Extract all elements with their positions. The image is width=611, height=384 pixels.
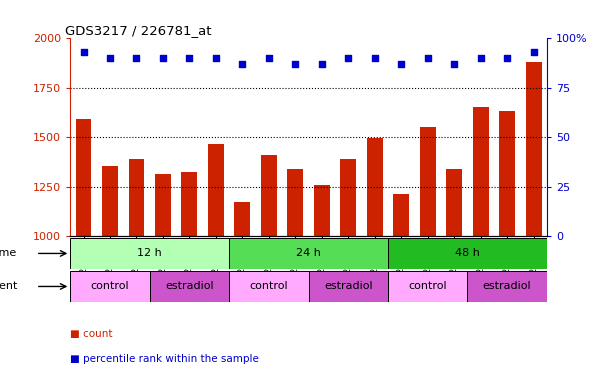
Bar — [155, 174, 171, 236]
Point — [158, 55, 168, 61]
Bar — [70, 271, 150, 302]
Text: 48 h: 48 h — [455, 248, 480, 258]
Bar — [499, 111, 515, 236]
Bar — [128, 159, 144, 236]
Bar — [229, 271, 309, 302]
Point — [264, 55, 274, 61]
Bar — [235, 202, 251, 236]
Point — [476, 55, 486, 61]
Point — [502, 55, 512, 61]
Text: 24 h: 24 h — [296, 248, 321, 258]
Bar — [229, 238, 388, 269]
Bar — [393, 194, 409, 236]
Bar — [208, 144, 224, 236]
Bar — [261, 155, 277, 236]
Text: estradiol: estradiol — [165, 281, 214, 291]
Point — [370, 55, 379, 61]
Bar — [420, 127, 436, 236]
Bar — [314, 185, 330, 236]
Point — [290, 61, 300, 67]
Bar — [309, 271, 388, 302]
Bar — [388, 238, 547, 269]
Text: ■ percentile rank within the sample: ■ percentile rank within the sample — [70, 354, 259, 364]
Text: 12 h: 12 h — [137, 248, 162, 258]
Bar — [367, 138, 382, 236]
Text: control: control — [249, 281, 288, 291]
Point — [211, 55, 221, 61]
Bar — [473, 107, 489, 236]
Text: control: control — [90, 281, 130, 291]
Point — [131, 55, 141, 61]
Point — [317, 61, 327, 67]
Bar — [70, 238, 229, 269]
Bar — [102, 166, 118, 236]
Text: time: time — [0, 248, 17, 258]
Point — [79, 49, 89, 55]
Text: control: control — [408, 281, 447, 291]
Bar — [467, 271, 547, 302]
Text: estradiol: estradiol — [324, 281, 373, 291]
Bar — [181, 172, 197, 236]
Point — [185, 55, 194, 61]
Bar — [287, 169, 303, 236]
Point — [529, 49, 538, 55]
Point — [105, 55, 115, 61]
Bar — [76, 119, 92, 236]
Point — [423, 55, 433, 61]
Text: agent: agent — [0, 281, 17, 291]
Bar — [388, 271, 467, 302]
Text: GDS3217 / 226781_at: GDS3217 / 226781_at — [65, 24, 212, 37]
Text: estradiol: estradiol — [483, 281, 532, 291]
Bar — [340, 159, 356, 236]
Text: ■ count: ■ count — [70, 329, 113, 339]
Point — [238, 61, 247, 67]
Bar — [446, 169, 462, 236]
Point — [397, 61, 406, 67]
Point — [343, 55, 353, 61]
Bar — [525, 62, 541, 236]
Bar — [150, 271, 229, 302]
Point — [449, 61, 459, 67]
